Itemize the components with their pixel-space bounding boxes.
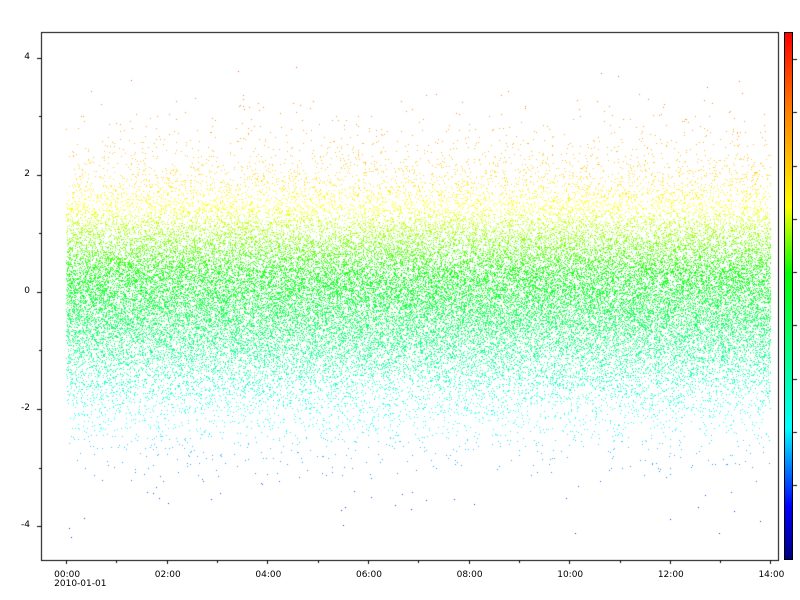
y-tick-label: 4 (24, 51, 30, 62)
x-tick-label: 12:00 (657, 570, 684, 580)
x-tick-label: 14:00 (758, 570, 785, 580)
x-tick-label: 02:00 (154, 570, 181, 580)
colorbar (784, 32, 793, 560)
x-date-label: 2010-01-01 (54, 579, 107, 589)
y-tick-label: 2 (24, 168, 30, 179)
y-tick-label: -2 (21, 402, 30, 413)
y-tick-label: 0 (24, 285, 30, 296)
y-tick-label: -4 (21, 520, 30, 531)
x-tick-label: 08:00 (456, 570, 483, 580)
x-tick-label: 10:00 (557, 570, 584, 580)
x-tick-label: 04:00 (255, 570, 282, 580)
x-tick-label: 06:00 (355, 570, 382, 580)
x-tick-label: 00:00 (54, 570, 81, 580)
